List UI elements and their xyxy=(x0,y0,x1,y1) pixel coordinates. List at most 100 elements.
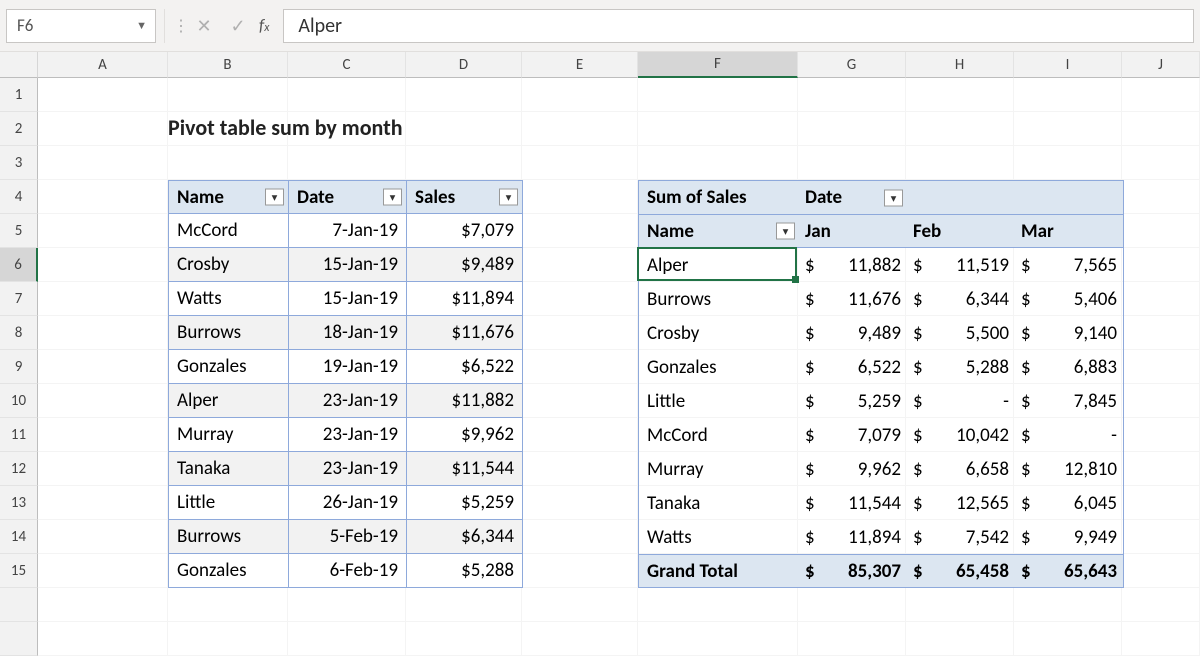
pivot-value-cell[interactable]: $9,489 xyxy=(799,316,907,350)
name-box[interactable]: F6 ▼ xyxy=(6,9,156,43)
column-header-H[interactable]: H xyxy=(906,52,1014,78)
pivot-value-cell[interactable]: $7,845 xyxy=(1015,384,1123,418)
pivot-row-label[interactable]: Gonzales xyxy=(639,350,799,384)
column-header-C[interactable]: C xyxy=(288,52,406,78)
table-cell[interactable]: $9,962 xyxy=(407,418,523,452)
table-cell[interactable]: Burrows xyxy=(169,316,289,350)
table-cell[interactable]: 19-Jan-19 xyxy=(289,350,407,384)
table-cell[interactable]: $5,288 xyxy=(407,554,523,588)
row-header-9[interactable]: 9 xyxy=(0,350,38,384)
pivot-row[interactable]: Burrows$11,676$6,344$5,406 xyxy=(639,282,1123,316)
pivot-column-field[interactable]: Date xyxy=(799,181,907,214)
column-header-G[interactable]: G xyxy=(798,52,906,78)
pivot-month-header[interactable]: Feb xyxy=(907,215,1015,247)
row-header-4[interactable]: 4 xyxy=(0,180,38,214)
table-cell[interactable]: 18-Jan-19 xyxy=(289,316,407,350)
pivot-row[interactable]: Gonzales$6,522$5,288$6,883 xyxy=(639,350,1123,384)
pivot-value-cell[interactable]: $6,045 xyxy=(1015,486,1123,520)
table-cell[interactable]: $9,489 xyxy=(407,248,523,282)
chevron-down-icon[interactable]: ▼ xyxy=(136,19,147,32)
select-all-corner[interactable] xyxy=(0,52,38,78)
pivot-value-cell[interactable]: $- xyxy=(1015,418,1123,452)
pivot-value-cell[interactable]: $6,658 xyxy=(907,452,1015,486)
row-header-13[interactable]: 13 xyxy=(0,486,38,520)
fx-icon[interactable]: fx xyxy=(259,15,269,36)
table-row[interactable]: Gonzales6-Feb-19$5,288 xyxy=(169,554,523,588)
pivot-value-cell[interactable]: $- xyxy=(907,384,1015,418)
row-header-5[interactable]: 5 xyxy=(0,214,38,248)
pivot-row[interactable]: McCord$7,079$10,042$- xyxy=(639,418,1123,452)
pivot-row[interactable]: Tanaka$11,544$12,565$6,045 xyxy=(639,486,1123,520)
table-cell[interactable]: $5,259 xyxy=(407,486,523,520)
pivot-value-cell[interactable]: $5,500 xyxy=(907,316,1015,350)
table-cell[interactable]: 23-Jan-19 xyxy=(289,452,407,486)
table-row[interactable]: Watts15-Jan-19$11,894 xyxy=(169,282,523,316)
table-cell[interactable]: Gonzales xyxy=(169,350,289,384)
table-cell[interactable]: 23-Jan-19 xyxy=(289,418,407,452)
pivot-value-cell[interactable]: $6,344 xyxy=(907,282,1015,316)
table-row[interactable]: Gonzales19-Jan-19$6,522 xyxy=(169,350,523,384)
pivot-row-field[interactable]: Name xyxy=(639,215,799,247)
row-header-15[interactable]: 15 xyxy=(0,554,38,588)
pivot-row-label[interactable]: Watts xyxy=(639,520,799,554)
table-row[interactable]: Little26-Jan-19$5,259 xyxy=(169,486,523,520)
pivot-row-label[interactable]: Crosby xyxy=(639,316,799,350)
data-table-header[interactable]: Sales xyxy=(407,181,523,214)
table-cell[interactable]: Crosby xyxy=(169,248,289,282)
pivot-value-cell[interactable]: $11,519 xyxy=(907,248,1015,282)
row-header-8[interactable]: 8 xyxy=(0,316,38,350)
filter-button[interactable] xyxy=(265,189,284,206)
table-row[interactable]: Burrows5-Feb-19$6,344 xyxy=(169,520,523,554)
data-table-header[interactable]: Name xyxy=(169,181,289,214)
table-row[interactable]: Burrows18-Jan-19$11,676 xyxy=(169,316,523,350)
pivot-value-cell[interactable]: $11,544 xyxy=(799,486,907,520)
pivot-value-cell[interactable]: $9,962 xyxy=(799,452,907,486)
pivot-value-cell[interactable]: $9,949 xyxy=(1015,520,1123,554)
table-row[interactable]: McCord7-Jan-19$7,079 xyxy=(169,214,523,248)
pivot-row[interactable]: Watts$11,894$7,542$9,949 xyxy=(639,520,1123,554)
table-cell[interactable]: Murray xyxy=(169,418,289,452)
table-cell[interactable]: 26-Jan-19 xyxy=(289,486,407,520)
pivot-value-cell[interactable]: $6,522 xyxy=(799,350,907,384)
pivot-value-cell[interactable]: $5,288 xyxy=(907,350,1015,384)
table-cell[interactable]: Little xyxy=(169,486,289,520)
row-header-14[interactable]: 14 xyxy=(0,520,38,554)
pivot-value-cell[interactable]: $7,079 xyxy=(799,418,907,452)
pivot-row[interactable]: Crosby$9,489$5,500$9,140 xyxy=(639,316,1123,350)
data-table-header[interactable]: Date xyxy=(289,181,407,214)
pivot-value-cell[interactable]: $5,259 xyxy=(799,384,907,418)
table-cell[interactable]: $6,344 xyxy=(407,520,523,554)
pivot-value-cell[interactable]: $10,042 xyxy=(907,418,1015,452)
table-cell[interactable]: 5-Feb-19 xyxy=(289,520,407,554)
pivot-month-header[interactable]: Mar xyxy=(1015,215,1123,247)
formula-input[interactable]: Alper xyxy=(283,9,1194,43)
pivot-row[interactable]: Murray$9,962$6,658$12,810 xyxy=(639,452,1123,486)
table-cell[interactable]: 23-Jan-19 xyxy=(289,384,407,418)
row-header-17[interactable] xyxy=(0,622,38,656)
table-cell[interactable]: $11,894 xyxy=(407,282,523,316)
row-header-1[interactable]: 1 xyxy=(0,78,38,112)
filter-button[interactable] xyxy=(383,189,402,206)
column-header-J[interactable]: J xyxy=(1122,52,1200,78)
row-header-10[interactable]: 10 xyxy=(0,384,38,418)
pivot-value-cell[interactable]: $5,406 xyxy=(1015,282,1123,316)
pivot-value-cell[interactable]: $7,565 xyxy=(1015,248,1123,282)
column-header-D[interactable]: D xyxy=(406,52,522,78)
table-cell[interactable]: $11,544 xyxy=(407,452,523,486)
row-header-11[interactable]: 11 xyxy=(0,418,38,452)
pivot-value-cell[interactable]: $11,894 xyxy=(799,520,907,554)
column-header-F[interactable]: F xyxy=(638,52,798,78)
table-row[interactable]: Tanaka23-Jan-19$11,544 xyxy=(169,452,523,486)
pivot-value-cell[interactable]: $12,810 xyxy=(1015,452,1123,486)
pivot-row[interactable]: Alper$11,882$11,519$7,565 xyxy=(639,248,1123,282)
filter-button[interactable] xyxy=(776,223,795,240)
pivot-value-cell[interactable]: $12,565 xyxy=(907,486,1015,520)
pivot-month-header[interactable]: Jan xyxy=(799,215,907,247)
table-cell[interactable]: Watts xyxy=(169,282,289,316)
pivot-row-label[interactable]: Burrows xyxy=(639,282,799,316)
cancel-formula-button[interactable]: ✕ xyxy=(187,9,221,43)
table-cell[interactable]: 15-Jan-19 xyxy=(289,282,407,316)
table-cell[interactable]: $7,079 xyxy=(407,214,523,248)
enter-formula-button[interactable]: ✓ xyxy=(221,9,255,43)
table-cell[interactable]: McCord xyxy=(169,214,289,248)
